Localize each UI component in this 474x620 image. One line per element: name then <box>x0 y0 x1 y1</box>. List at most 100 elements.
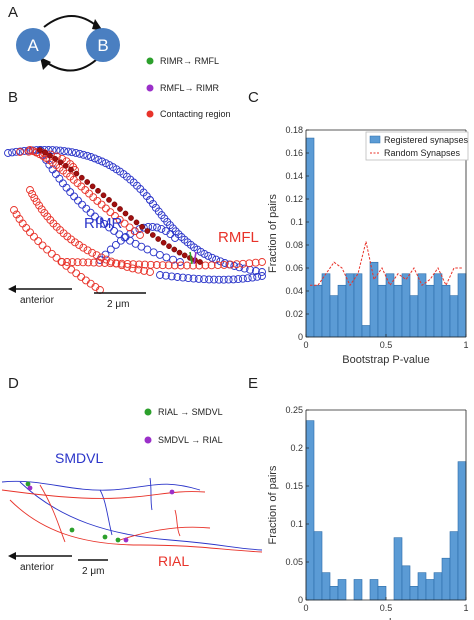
rimr-trace-point <box>243 274 252 283</box>
histogram-bar <box>433 273 443 338</box>
rimr-trace-point <box>90 154 99 163</box>
rmfl-trace-point <box>164 261 173 270</box>
histogram-bar <box>457 273 467 338</box>
rimr-trace-point <box>238 274 247 283</box>
rmfl-trace-point <box>92 251 101 260</box>
rimr-trace-point <box>234 275 243 284</box>
contacting-region-point <box>62 162 69 169</box>
x-tick-label: 0 <box>303 603 308 613</box>
histogram-bar <box>353 579 363 601</box>
rimr-trace-point <box>253 272 262 281</box>
rmfl-trace-point <box>97 253 106 262</box>
rimr-trace-point <box>171 227 180 236</box>
rmfl-trace-point <box>158 261 167 270</box>
rmfl-trace-point <box>34 237 43 246</box>
rmfl-trace-point <box>170 261 179 270</box>
contacting-region-point <box>47 152 53 159</box>
legend-label-smdvl-rial: SMDVL → RIAL <box>158 435 223 445</box>
y-axis-label: Fraction of pairs <box>267 194 279 273</box>
histogram-bar <box>417 572 427 601</box>
rimr-trace-point <box>155 250 164 259</box>
contacting-region-point <box>95 187 101 194</box>
contacting-region-point <box>42 149 48 156</box>
random-synapses-line <box>310 241 462 287</box>
histogram-bar <box>321 572 331 601</box>
rmfl-trace-point <box>71 238 79 247</box>
rimr-trace-point <box>153 223 161 232</box>
chart-c-legend: Registered synapses Random Synapses <box>365 131 469 161</box>
rimr-trace-point <box>64 147 73 156</box>
panel-letter-e: E <box>248 375 258 392</box>
x-tick-label: 1 <box>463 603 468 613</box>
label-smdvl: SMDVL <box>55 450 103 466</box>
y-tick-label: 0.12 <box>285 194 303 204</box>
contacting-region-point <box>57 159 64 166</box>
contacting-region-point <box>171 246 178 253</box>
anterior-arrow-icon-d <box>8 552 16 560</box>
contacting-region-point <box>149 232 156 238</box>
rimr-trace-point <box>8 148 17 157</box>
rimr-trace-point <box>20 146 29 155</box>
contacting-region-point <box>176 249 183 256</box>
synapse-point-rial-smdvl <box>69 527 75 533</box>
y-tick-label: 0.1 <box>290 519 303 529</box>
contacting-region-point <box>144 228 151 234</box>
rimr-trace-point <box>4 149 12 157</box>
synapse-point-rial-smdvl <box>25 481 31 487</box>
rmfl-trace-point <box>129 260 138 269</box>
rimr-trace-point <box>157 224 166 233</box>
y-tick-label: 0.04 <box>285 286 303 296</box>
histogram-bar <box>433 572 443 601</box>
rmfl-trace-point <box>73 258 82 267</box>
scale-label-b: 2 μm <box>107 299 129 310</box>
rimr-trace-point <box>70 192 79 201</box>
contacting-region-point <box>37 147 43 153</box>
rimr-trace-point <box>205 275 213 284</box>
legend-label-rial-smdvl: RIAL → SMDVL <box>158 407 223 417</box>
legend-marker-rmfl-rimr <box>146 84 154 92</box>
panel-d-legend: RIAL → SMDVL SMDVL → RIAL <box>144 407 223 445</box>
rmfl-trace-point <box>52 253 61 262</box>
smdvl-skeleton <box>149 477 153 511</box>
rimr-trace-point <box>60 147 69 156</box>
synapse-point-rial-smdvl <box>102 534 108 540</box>
rial-skeleton <box>1 489 206 499</box>
smdvl-skeleton <box>99 489 113 536</box>
histogram-bar <box>353 273 363 338</box>
anterior-label-d: anterior <box>20 562 55 573</box>
rmfl-trace-point <box>134 265 143 274</box>
rmfl-trace-point <box>176 261 185 270</box>
contacting-region-point <box>117 206 123 212</box>
rmfl-trace-point <box>220 260 229 269</box>
rmfl-trace-point <box>120 219 129 228</box>
histogram-bar <box>329 586 339 601</box>
panel-d-neuron-traces <box>1 477 263 553</box>
rmfl-trace-point <box>89 258 98 267</box>
rmfl-trace-point <box>152 261 161 269</box>
rimr-trace-point <box>56 146 65 155</box>
rimr-trace-point <box>219 275 228 284</box>
contacting-region-point <box>197 259 203 265</box>
y-tick-label: 0.06 <box>285 263 303 273</box>
legend-label-registered: Registered synapses <box>384 135 469 145</box>
contacting-region-point <box>181 252 188 259</box>
anterior-arrow-icon <box>8 285 16 293</box>
x-tick-label: 0.5 <box>380 603 393 613</box>
rimr-trace-point <box>156 271 164 279</box>
rmfl-trace-point <box>88 248 97 257</box>
anterior-label-b: anterior <box>20 295 55 306</box>
rmfl-trace-point <box>72 269 81 278</box>
y-tick-label: 0.02 <box>285 309 303 319</box>
rimr-trace-point <box>200 275 208 284</box>
histogram-bar <box>393 537 403 601</box>
rimr-trace-point <box>248 273 257 282</box>
rmfl-trace-point <box>136 231 144 239</box>
histogram-bar <box>305 137 315 338</box>
rimr-trace-point <box>230 262 239 270</box>
histogram-bar <box>441 557 451 601</box>
histogram-bar <box>449 295 459 338</box>
panel-b-legend: RIMR→ RMFL RMFL→ RIMR Contacting region <box>146 56 231 119</box>
rmfl-trace-point <box>84 258 93 267</box>
rmfl-trace-point <box>38 241 47 250</box>
rmfl-trace-point <box>117 259 126 268</box>
